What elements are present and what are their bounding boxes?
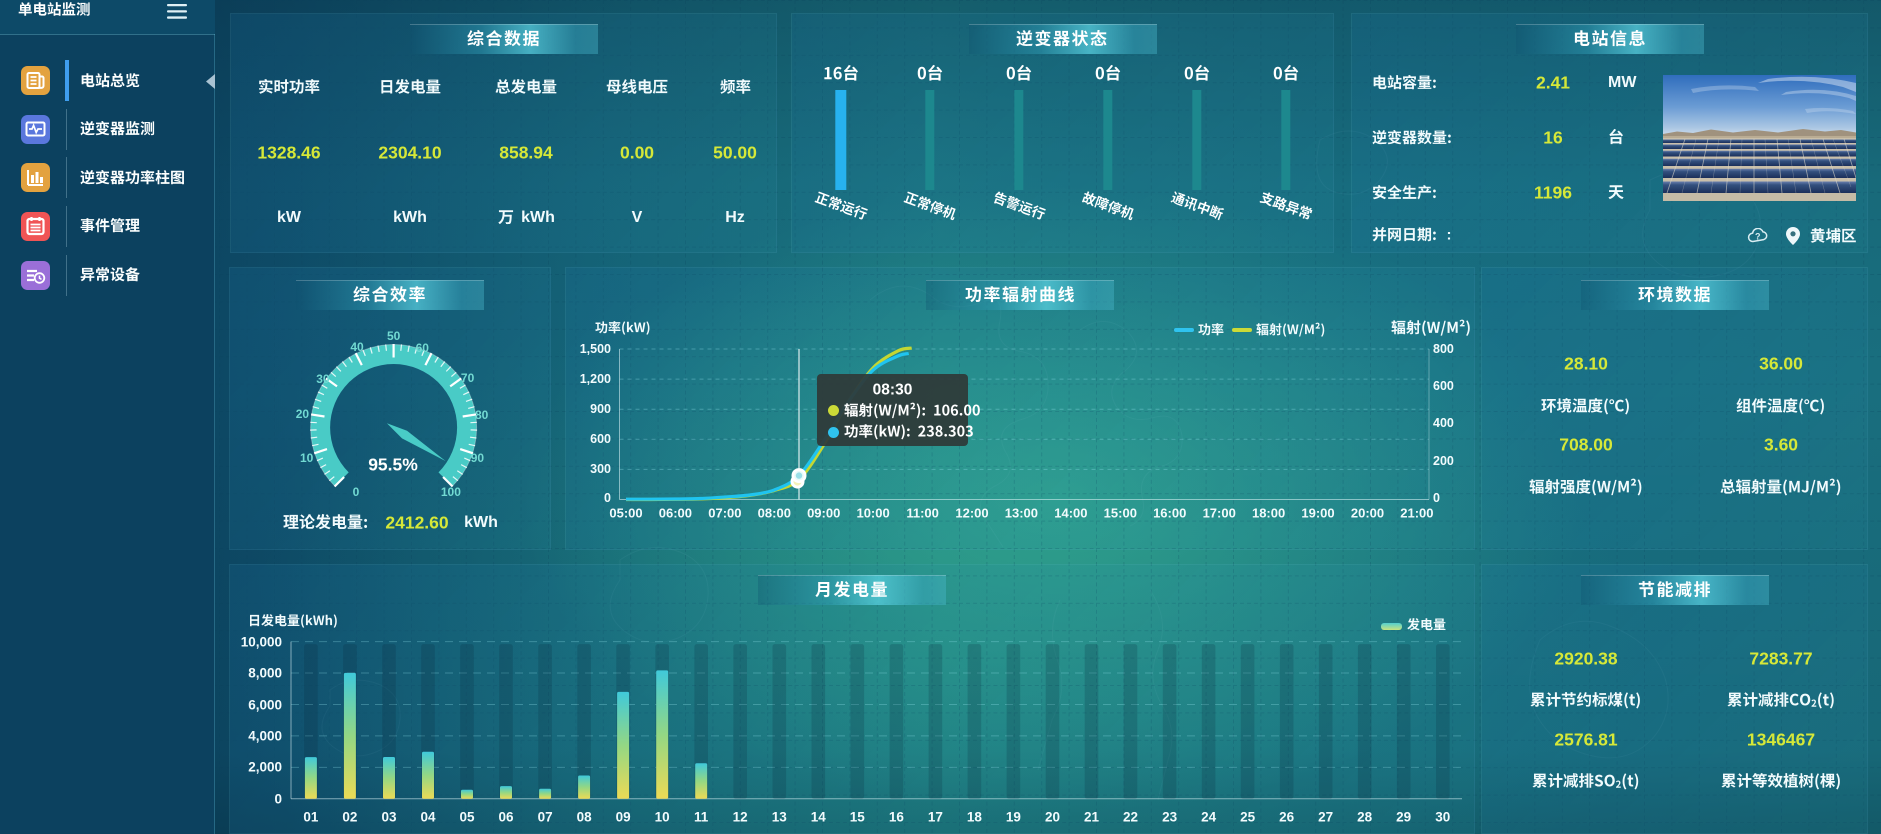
svg-text:?: ? — [1755, 232, 1761, 242]
